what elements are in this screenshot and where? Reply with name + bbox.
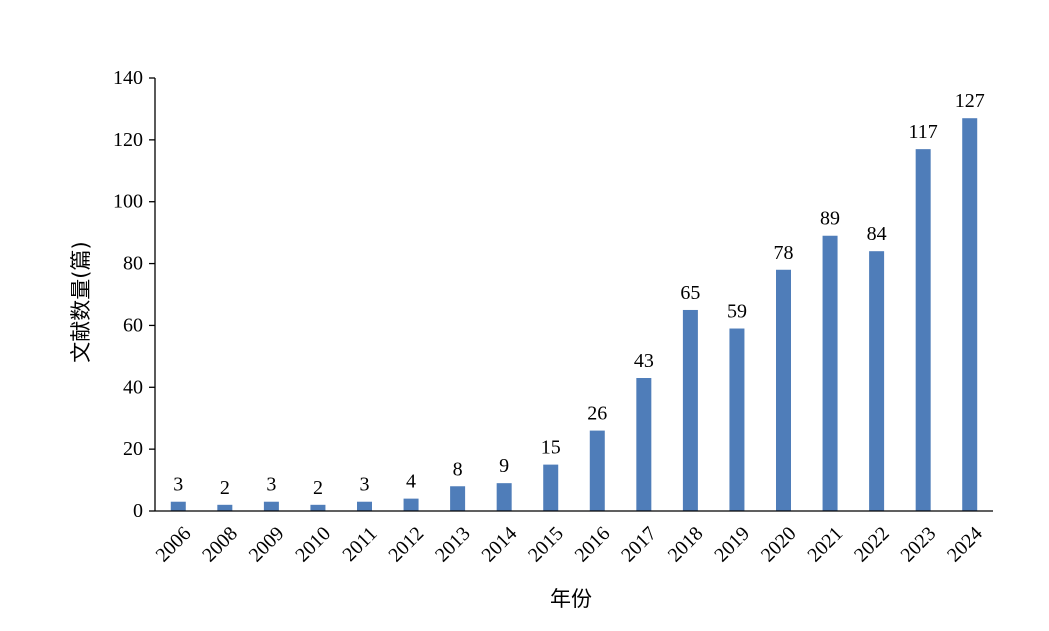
data-label-2016: 26 [587,403,607,425]
data-label-2023: 117 [909,121,938,143]
y-tick-label-0: 0 [133,500,143,522]
data-label-2022: 84 [867,223,887,245]
y-tick-label-60: 60 [123,314,143,336]
bar-2019 [729,328,745,511]
data-label-2012: 4 [406,471,416,493]
data-label-2009: 3 [266,474,276,496]
x-tick-label-2019: 2019 [710,523,754,567]
data-label-2018: 65 [680,282,700,304]
data-label-2017: 43 [634,350,654,372]
bar-2022 [869,251,885,511]
x-tick-label-2017: 2017 [617,523,661,567]
data-label-2013: 8 [453,458,463,480]
bar-2015 [543,464,559,511]
bar-2023 [915,149,931,511]
bar-2009 [263,501,279,511]
x-tick-label-2021: 2021 [803,523,847,567]
bar-2011 [357,501,372,511]
bar-2018 [682,309,698,511]
x-tick-label-2010: 2010 [291,523,335,567]
data-label-2020: 78 [774,242,794,264]
y-tick-label-80: 80 [123,253,143,275]
bar-2021 [822,235,838,512]
bar-2006 [170,501,186,511]
y-tick-label-120: 120 [113,129,143,151]
bar-2024 [962,118,978,512]
data-label-2010: 2 [313,477,323,499]
x-tick-label-2016: 2016 [571,523,615,567]
y-tick-label-100: 100 [113,191,143,213]
bars-layer [170,118,978,512]
bar-2010 [310,504,326,511]
x-tick-label-2008: 2008 [198,523,242,567]
x-tick-label-2018: 2018 [664,523,708,567]
bar-2008 [217,504,233,511]
x-tick-label-2023: 2023 [896,523,940,567]
bar-2017 [636,378,652,511]
y-tick-label-20: 20 [123,438,143,460]
x-tick-label-2011: 2011 [338,523,381,566]
data-label-2011: 3 [360,474,370,496]
data-label-2021: 89 [820,208,840,230]
y-tick-label-140: 140 [113,67,143,89]
x-tick-label-2013: 2013 [431,523,475,567]
data-label-2008: 2 [220,477,230,499]
x-tick-label-2024: 2024 [943,523,987,567]
x-axis-title: 年份 [550,587,592,611]
data-label-2019: 59 [727,301,747,323]
data-label-2014: 9 [499,455,509,477]
x-tick-label-2012: 2012 [384,523,428,567]
y-axis-title: 文献数量(篇) [69,241,93,362]
bar-2016 [589,430,605,511]
data-label-2006: 3 [173,474,183,496]
x-tick-label-2022: 2022 [850,523,894,567]
y-tick-label-40: 40 [123,376,143,398]
x-tick-label-2015: 2015 [524,523,568,567]
data-label-2024: 127 [955,90,985,112]
bar-2013 [450,486,466,511]
data-label-2015: 15 [541,437,561,459]
x-tick-label-2014: 2014 [477,523,521,567]
x-tick-label-2020: 2020 [757,523,801,567]
bar-2014 [496,483,512,511]
bar-2020 [776,269,791,511]
x-tick-label-2006: 2006 [152,523,196,567]
x-tick-label-2009: 2009 [245,523,289,567]
bar-2012 [403,498,419,511]
